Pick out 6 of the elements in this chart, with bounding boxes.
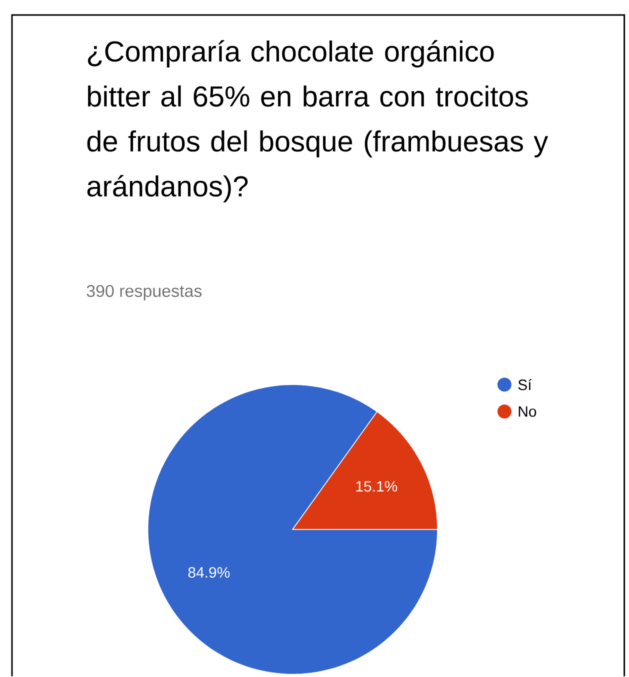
chart-title: ¿Compraría chocolate orgánico bitter al 65% en barra con trocitos de frutos del bosque (frambuesas y arándanos)? (87, 40, 548, 202)
data-label: 15.1% (356, 481, 397, 492)
legend-label: No (518, 406, 536, 417)
legend-label: Sí (518, 378, 532, 390)
chart-subtitle: 390 respuestas (86, 284, 202, 300)
data-label: 84.9% (188, 567, 230, 578)
